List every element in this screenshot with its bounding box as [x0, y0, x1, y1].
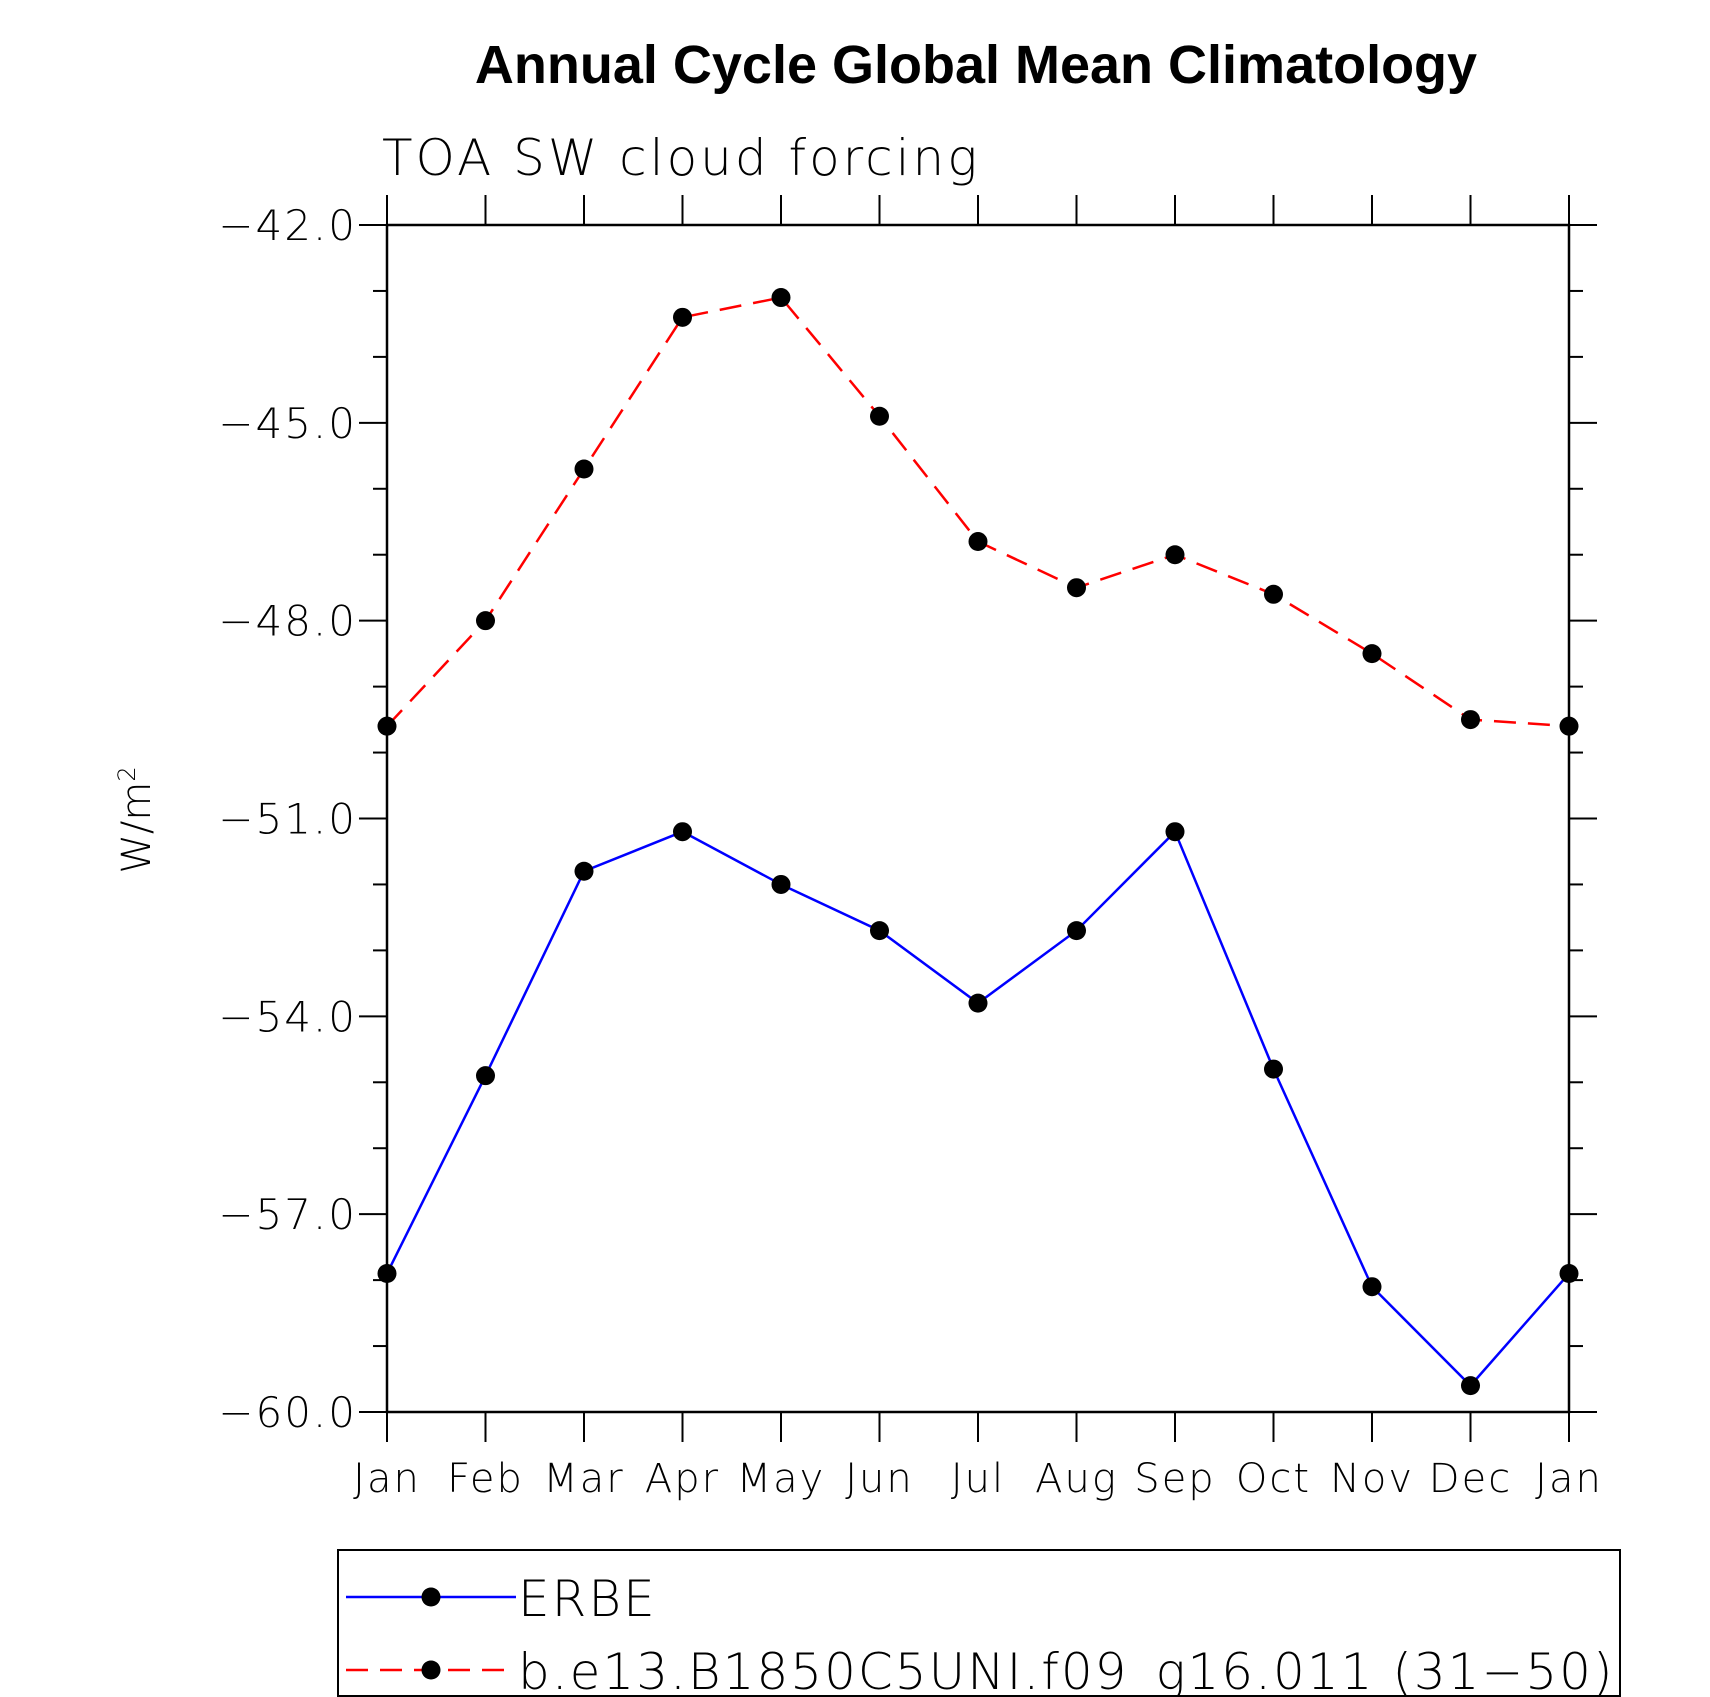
- y-axis-label-sup: 2: [113, 766, 141, 781]
- series-0-point: [476, 1066, 495, 1086]
- x-tick-label: Jul: [951, 1456, 1005, 1502]
- series-1-point: [968, 532, 988, 552]
- series-1-point: [1559, 716, 1579, 736]
- series-line-1: [386, 296, 1570, 728]
- x-tick-label: May: [737, 1456, 826, 1502]
- series-1-point: [574, 459, 594, 479]
- series-1-point: [1264, 584, 1283, 604]
- legend-marker-0: [421, 1587, 441, 1607]
- series-1-point: [1165, 545, 1185, 565]
- series-0-point: [1067, 921, 1086, 941]
- series-line-0: [385, 829, 1570, 1388]
- y-tick-label: −60.0: [218, 1388, 357, 1437]
- series-1-point: [1067, 578, 1086, 598]
- y-tick-label: −45.0: [218, 399, 357, 448]
- series-1-point: [1362, 644, 1382, 664]
- y-axis-label-base: W/m: [114, 782, 160, 874]
- x-tick-label: Nov: [1330, 1456, 1414, 1502]
- legend-marker-1: [421, 1660, 441, 1680]
- series-0-point: [574, 861, 594, 881]
- y-tick-label: −42.0: [218, 201, 357, 250]
- series-0-point: [968, 993, 988, 1013]
- series-1-point: [377, 716, 397, 736]
- legend: ERBE b.e13.B1850C5UNI.f09_g16.011 (31−50): [337, 1549, 1621, 1697]
- x-tick-label: Mar: [543, 1456, 624, 1502]
- series-1-point: [870, 406, 889, 426]
- legend-box: [337, 1549, 1621, 1697]
- y-tick-label: −48.0: [218, 597, 357, 646]
- x-tick-label: Dec: [1429, 1456, 1512, 1502]
- x-tick-labels: Jan Feb Mar Apr May Jun Jul Aug Sep Oct Nov Dec Jan: [353, 1456, 1603, 1502]
- series-0-point: [1165, 822, 1185, 842]
- x-tick-label: Feb: [447, 1456, 524, 1502]
- series-0-point: [1362, 1277, 1382, 1297]
- y-tick-labels: −42.0 −45.0 −48.0 −51.0 −54.0 −57.0 −60.0: [218, 201, 357, 1437]
- series-1-point: [673, 307, 692, 327]
- series-0-point: [771, 874, 791, 894]
- chart-title: Annual Cycle Global Mean Climatology: [475, 35, 1477, 95]
- series-0-point: [1461, 1376, 1480, 1396]
- y-tick-label: −51.0: [218, 795, 357, 844]
- series-0-point: [1264, 1059, 1283, 1079]
- legend-label-1: b.e13.B1850C5UNI.f09_g16.011 (31−50): [518, 1643, 1615, 1697]
- plot-frame: [385, 223, 1571, 1414]
- y-tick-label: −57.0: [218, 1190, 357, 1239]
- series-1-point: [771, 288, 791, 308]
- x-tick-label: Jan: [1535, 1456, 1603, 1502]
- x-tick-label: Aug: [1035, 1456, 1118, 1502]
- axes: [359, 195, 1597, 1442]
- series-0-point: [377, 1264, 397, 1284]
- series-layer: [377, 288, 1579, 1396]
- series-0-point: [1559, 1264, 1579, 1284]
- chart-subtitle: TOA SW cloud forcing: [382, 129, 980, 187]
- y-tick-label: −54.0: [218, 992, 357, 1041]
- series-0-point: [870, 921, 889, 941]
- series-1-point: [1461, 710, 1480, 730]
- y-axis-label: W/m2: [113, 766, 160, 873]
- x-tick-label: Apr: [645, 1456, 720, 1502]
- x-tick-label: Oct: [1236, 1456, 1311, 1502]
- x-tick-label: Jan: [353, 1456, 421, 1502]
- series-1-point: [476, 611, 495, 631]
- legend-label-0: ERBE: [518, 1570, 657, 1628]
- x-tick-label: Sep: [1134, 1456, 1215, 1502]
- x-tick-label: Jun: [845, 1456, 914, 1502]
- series-0-point: [673, 822, 692, 842]
- legend-entries: ERBE b.e13.B1850C5UNI.f09_g16.011 (31−50): [346, 1570, 1615, 1697]
